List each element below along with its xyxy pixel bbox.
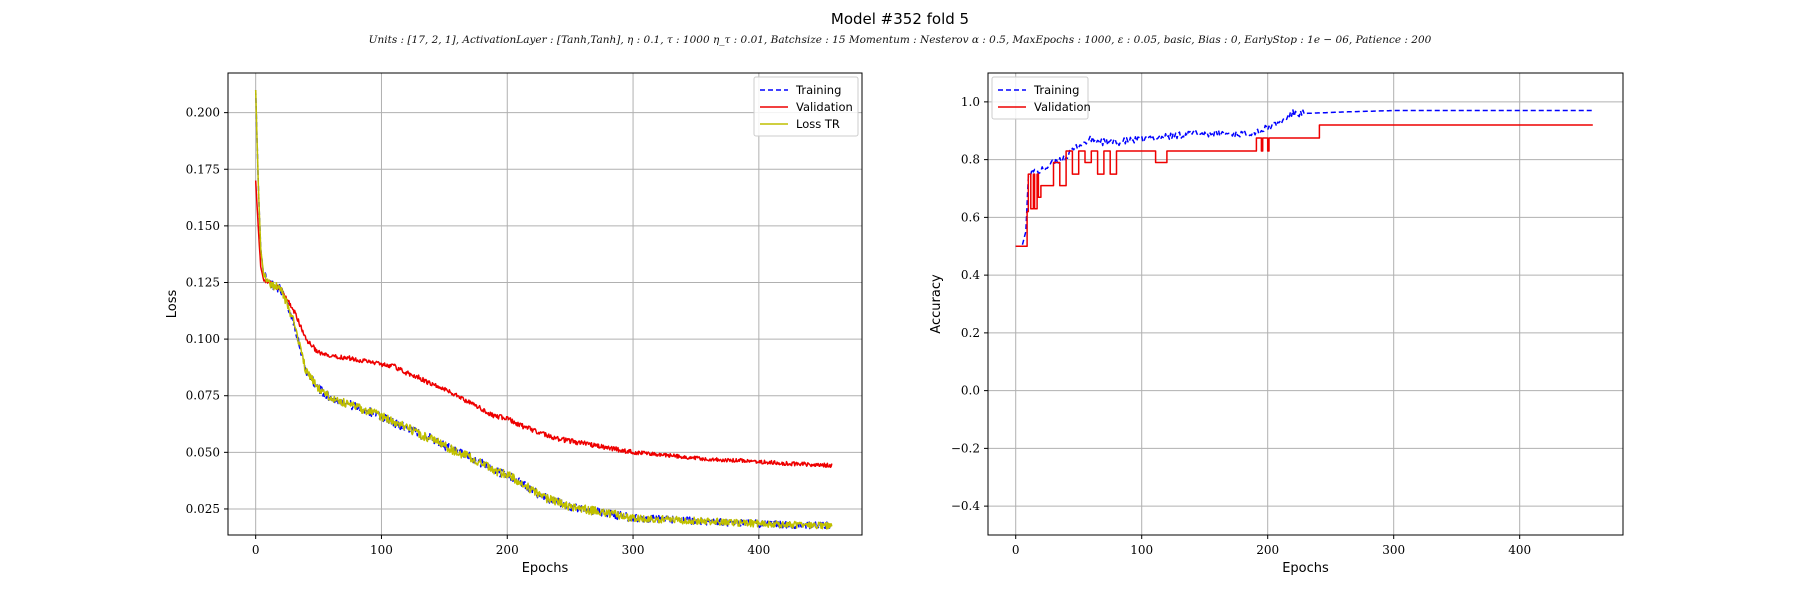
x-tick-label: 200 — [496, 543, 519, 557]
y-tick-label: 0.025 — [186, 502, 220, 516]
legend: Training Validation — [991, 76, 1091, 120]
y-tick-label: 0.050 — [186, 445, 220, 459]
y-tick-label: 0.100 — [186, 332, 220, 346]
series-line-loss-tr — [254, 89, 833, 530]
y-tick-label: 1.0 — [961, 95, 980, 109]
series-line-validation — [254, 180, 833, 469]
series-line-validation — [1015, 124, 1593, 248]
y-axis-label: Loss — [165, 290, 180, 319]
x-tick-label: 0 — [1012, 543, 1020, 557]
figure-title: Model #352 fold 5 — [831, 10, 969, 28]
legend-label: Validation — [796, 100, 853, 114]
legend-label: Validation — [1034, 100, 1091, 114]
y-tick-label: −0.4 — [951, 499, 981, 513]
legend-label: Loss TR — [796, 117, 840, 131]
series-line-training — [1015, 109, 1593, 248]
accuracy-chart: 0 100 200 300 400 −0.4 −0.2 0.0 0.2 0.4 0.6 0.8 1.0 E… — [929, 72, 1624, 576]
y-axis-label: Accuracy — [929, 274, 944, 334]
x-tick-label: 400 — [747, 543, 770, 557]
y-tick-label: 0.175 — [186, 162, 220, 176]
x-tick-label: 100 — [370, 543, 393, 557]
x-tick-label: 300 — [1382, 543, 1405, 557]
x-tick-label: 200 — [1256, 543, 1279, 557]
y-tick-label: 0.200 — [186, 106, 220, 120]
legend: Training Validation Loss TR — [753, 76, 859, 137]
legend-label: Training — [795, 83, 841, 97]
y-tick-label: 0.150 — [186, 219, 220, 233]
loss-chart: 0 100 200 300 400 0.025 0.050 0.075 0.100 0.125 0.… — [165, 72, 863, 576]
legend-label: Training — [1033, 83, 1079, 97]
y-tick-label: 0.6 — [961, 210, 980, 224]
plot-frame — [227, 72, 863, 536]
y-tick-label: 0.075 — [186, 389, 220, 403]
plot-frame — [987, 72, 1624, 536]
x-tick-label: 300 — [622, 543, 645, 557]
y-tick-label: 0.2 — [961, 326, 980, 340]
y-tick-label: −0.2 — [951, 441, 980, 455]
legend-box — [991, 76, 1089, 120]
x-axis-label: Epochs — [522, 561, 569, 576]
y-tick-label: 0.125 — [186, 275, 220, 289]
x-tick-label: 0 — [252, 543, 260, 557]
legend-box — [753, 76, 859, 137]
y-tick-label: 0.4 — [961, 268, 980, 282]
x-tick-label: 400 — [1508, 543, 1531, 557]
series-line-training — [254, 89, 833, 530]
figure-subtitle: Units : [17, 2, 1], ActivationLayer : [T… — [369, 34, 1432, 46]
y-tick-label: 0.8 — [961, 153, 980, 167]
x-axis-label: Epochs — [1282, 561, 1329, 576]
x-tick-label: 100 — [1130, 543, 1153, 557]
y-tick-label: 0.0 — [961, 384, 980, 398]
